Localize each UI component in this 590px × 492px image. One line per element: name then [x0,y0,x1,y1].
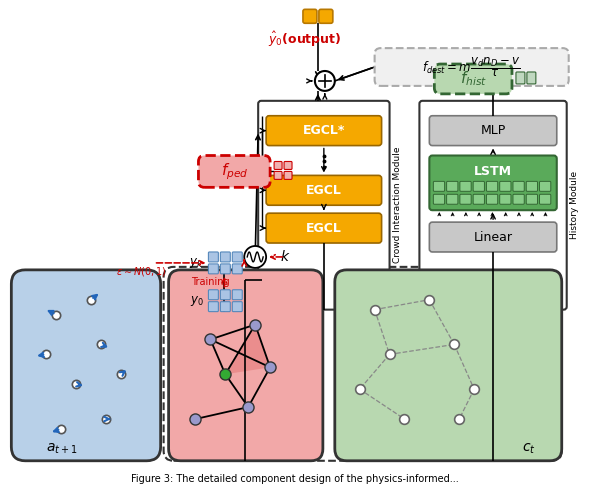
Text: LSTM: LSTM [474,165,512,178]
FancyBboxPatch shape [539,182,551,191]
FancyBboxPatch shape [460,194,471,204]
Text: Linear: Linear [474,231,513,244]
FancyBboxPatch shape [516,72,525,84]
FancyBboxPatch shape [208,290,218,300]
FancyBboxPatch shape [266,213,382,243]
Text: $a_{t+1}$: $a_{t+1}$ [46,442,78,456]
Circle shape [244,246,266,268]
FancyBboxPatch shape [447,194,458,204]
FancyBboxPatch shape [419,101,567,309]
Text: Training: Training [191,277,230,287]
FancyBboxPatch shape [527,72,536,84]
FancyBboxPatch shape [430,222,557,252]
Polygon shape [225,325,270,374]
FancyBboxPatch shape [430,155,557,210]
FancyBboxPatch shape [430,116,557,146]
FancyBboxPatch shape [284,171,292,180]
FancyBboxPatch shape [473,194,484,204]
Text: EGCL: EGCL [306,221,342,235]
FancyBboxPatch shape [208,264,218,274]
FancyBboxPatch shape [208,252,218,262]
Text: $\boldsymbol{f_{ped}}$: $\boldsymbol{f_{ped}}$ [221,161,248,182]
FancyBboxPatch shape [11,270,160,461]
FancyBboxPatch shape [486,182,498,191]
FancyBboxPatch shape [513,194,525,204]
FancyBboxPatch shape [232,290,242,300]
Text: $c_t$: $c_t$ [522,442,536,456]
FancyBboxPatch shape [220,264,230,274]
FancyBboxPatch shape [447,182,458,191]
FancyBboxPatch shape [220,252,230,262]
FancyBboxPatch shape [274,171,282,180]
FancyBboxPatch shape [220,302,230,311]
FancyBboxPatch shape [375,48,569,86]
Text: Figure 3: The detailed component design of the physics-informed...: Figure 3: The detailed component design … [131,474,459,484]
FancyBboxPatch shape [284,161,292,169]
FancyBboxPatch shape [208,302,218,311]
FancyBboxPatch shape [319,9,333,23]
FancyBboxPatch shape [513,182,525,191]
Text: $\hat{y}_0$(output): $\hat{y}_0$(output) [268,30,342,49]
FancyBboxPatch shape [500,194,511,204]
FancyBboxPatch shape [266,176,382,205]
Text: $\boldsymbol{f_{dest}} = m\dfrac{v_d n_D - v}{\tau}$: $\boldsymbol{f_{dest}} = m\dfrac{v_d n_D… [422,55,520,79]
Text: MLP: MLP [480,124,506,137]
FancyBboxPatch shape [266,116,382,146]
Text: Crowd Interaction Module: Crowd Interaction Module [393,147,402,264]
FancyBboxPatch shape [539,194,551,204]
Text: $k$: $k$ [280,249,290,264]
FancyBboxPatch shape [526,194,537,204]
FancyBboxPatch shape [232,302,242,311]
FancyBboxPatch shape [220,290,230,300]
Text: $y_0$: $y_0$ [189,294,204,308]
Text: $\boldsymbol{f_{hist}}$: $\boldsymbol{f_{hist}}$ [460,69,487,88]
FancyBboxPatch shape [434,64,512,94]
FancyBboxPatch shape [500,182,511,191]
Text: History Module: History Module [570,171,579,239]
FancyBboxPatch shape [303,9,317,23]
FancyBboxPatch shape [335,270,562,461]
FancyBboxPatch shape [433,194,445,204]
FancyBboxPatch shape [198,155,270,187]
Text: EGCL: EGCL [306,184,342,197]
FancyBboxPatch shape [486,194,498,204]
FancyBboxPatch shape [526,182,537,191]
FancyBboxPatch shape [232,264,242,274]
FancyBboxPatch shape [274,161,282,169]
Text: EGCL*: EGCL* [303,124,345,137]
FancyBboxPatch shape [473,182,484,191]
FancyBboxPatch shape [232,252,242,262]
FancyBboxPatch shape [258,101,389,309]
FancyBboxPatch shape [169,270,323,461]
Text: $\epsilon$$\sim$$N(0,1)$: $\epsilon$$\sim$$N(0,1)$ [116,265,166,278]
FancyBboxPatch shape [433,182,445,191]
FancyBboxPatch shape [460,182,471,191]
Circle shape [315,71,335,91]
Text: $y_k$: $y_k$ [189,256,204,270]
